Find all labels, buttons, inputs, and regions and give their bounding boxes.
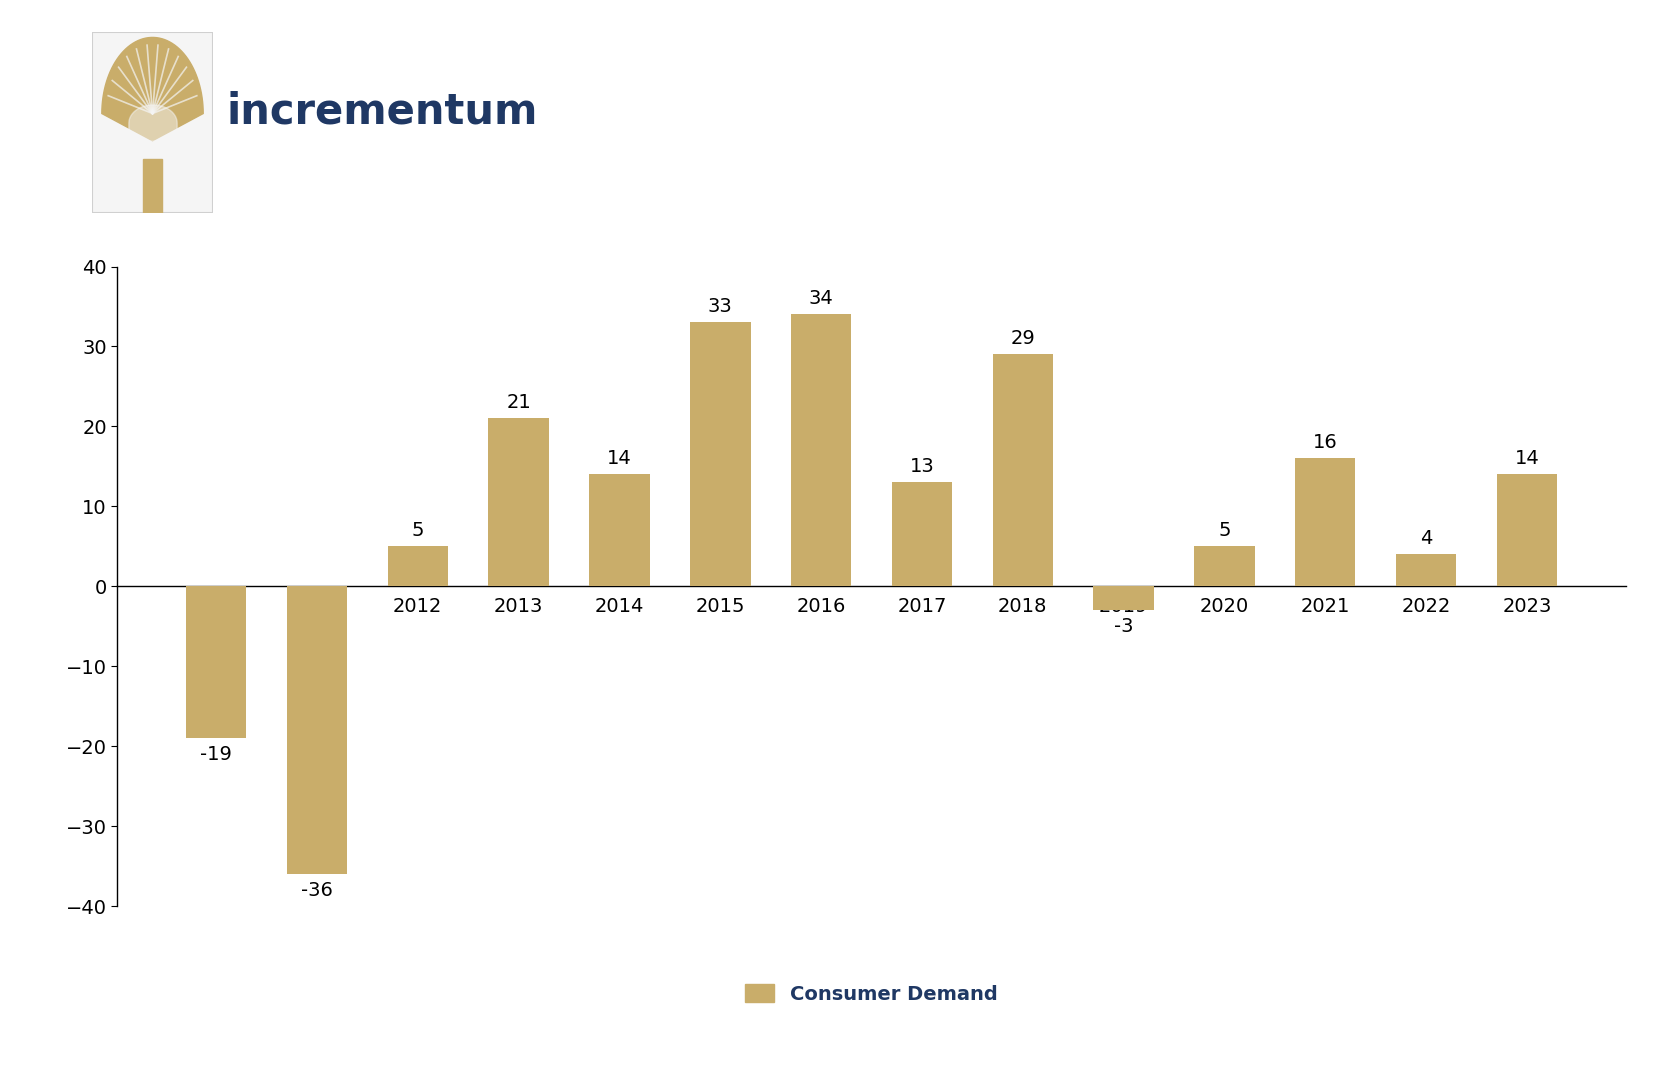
Text: 29: 29 <box>1011 329 1036 348</box>
Bar <box>1093 586 1153 610</box>
FancyBboxPatch shape <box>92 32 213 213</box>
Bar <box>387 547 447 586</box>
Bar <box>1497 474 1557 586</box>
Text: 16: 16 <box>1312 433 1337 452</box>
Text: 14: 14 <box>607 449 632 468</box>
Text: 5: 5 <box>412 521 424 539</box>
Text: -3: -3 <box>1115 616 1133 635</box>
Bar <box>488 418 548 586</box>
Text: -19: -19 <box>199 744 231 763</box>
Text: 5: 5 <box>1218 521 1230 539</box>
Bar <box>287 586 347 874</box>
Bar <box>791 314 851 586</box>
Bar <box>1396 554 1456 586</box>
Text: 13: 13 <box>910 457 934 475</box>
Text: 34: 34 <box>810 289 833 308</box>
Bar <box>590 474 650 586</box>
Bar <box>992 354 1053 586</box>
Bar <box>892 482 952 586</box>
Text: incrementum: incrementum <box>226 91 538 133</box>
Polygon shape <box>102 37 203 141</box>
Bar <box>186 586 246 738</box>
Text: 21: 21 <box>506 393 531 413</box>
Text: 33: 33 <box>707 297 732 317</box>
Bar <box>691 322 751 586</box>
Bar <box>142 159 163 213</box>
Bar <box>1195 547 1255 586</box>
Text: 4: 4 <box>1420 529 1433 548</box>
Legend: Consumer Demand: Consumer Demand <box>737 976 1006 1012</box>
Text: 14: 14 <box>1515 449 1539 468</box>
Text: -36: -36 <box>302 881 334 900</box>
Bar <box>1296 458 1356 586</box>
